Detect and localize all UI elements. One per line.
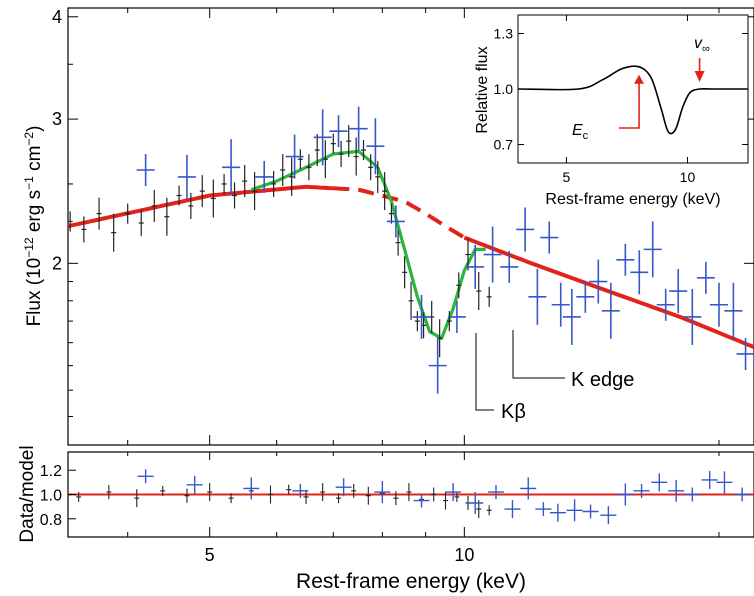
ratio-y-tick-label: 1.2 bbox=[40, 463, 62, 480]
ratio-axes: 0.8 1.0 1.2 5 10 bbox=[40, 452, 754, 565]
inset-y-axis-label: Relative flux bbox=[474, 46, 491, 133]
main-y-axis-label: Flux (10−12 erg s−1 cm−2) bbox=[22, 126, 45, 327]
main-y-tick-label: 3 bbox=[52, 109, 62, 129]
continuum-model-solid-right bbox=[463, 235, 754, 350]
main-y-tick-label: 2 bbox=[52, 253, 62, 273]
ratio-x-tick-label: 10 bbox=[454, 545, 474, 565]
ec-label: Ec bbox=[572, 122, 589, 142]
ratio-x-tick-label: 5 bbox=[205, 545, 215, 565]
ratio-y-tick-label: 1.0 bbox=[40, 488, 62, 505]
ratio-y-tick-label: 0.8 bbox=[40, 512, 62, 529]
inset-profile-curve bbox=[517, 65, 748, 135]
inset-axes: 0.7 1.0 1.3 5 10 bbox=[494, 15, 748, 185]
inset-panel: 0.7 1.0 1.3 5 10 Relative flux Rest-frame en… bbox=[474, 14, 749, 208]
ratio-data-points bbox=[76, 469, 751, 525]
ec-arrow-head bbox=[634, 74, 645, 84]
main-y-tick-label: 4 bbox=[52, 7, 62, 27]
ratio-y-axis-label: Data/model bbox=[17, 445, 38, 542]
inset-y-tick-label: 1.3 bbox=[494, 26, 514, 42]
vinf-arrow-head bbox=[694, 71, 705, 82]
continuum-model-solid-left bbox=[67, 184, 334, 229]
absorption-model-curve bbox=[250, 149, 486, 340]
kedge-leader-line bbox=[512, 330, 565, 379]
kbeta-leader-line bbox=[475, 333, 494, 411]
main-panel-frame bbox=[67, 7, 754, 446]
inset-x-tick-label: 10 bbox=[680, 169, 696, 185]
main-model-curves bbox=[67, 149, 754, 350]
inset-x-axis-label: Rest-frame energy (keV) bbox=[545, 191, 720, 208]
vinf-label: v∞ bbox=[694, 35, 710, 55]
x-axis-label: Rest-frame energy (keV) bbox=[296, 570, 526, 593]
ec-arrow bbox=[619, 82, 640, 129]
kedge-annotation: K edge bbox=[571, 369, 634, 391]
inset-x-tick-label: 5 bbox=[563, 169, 571, 185]
inset-y-tick-label: 1.0 bbox=[494, 81, 514, 97]
inset-y-tick-label: 0.7 bbox=[494, 137, 514, 153]
main-data-points bbox=[67, 106, 754, 394]
kbeta-annotation: Kβ bbox=[501, 401, 526, 423]
